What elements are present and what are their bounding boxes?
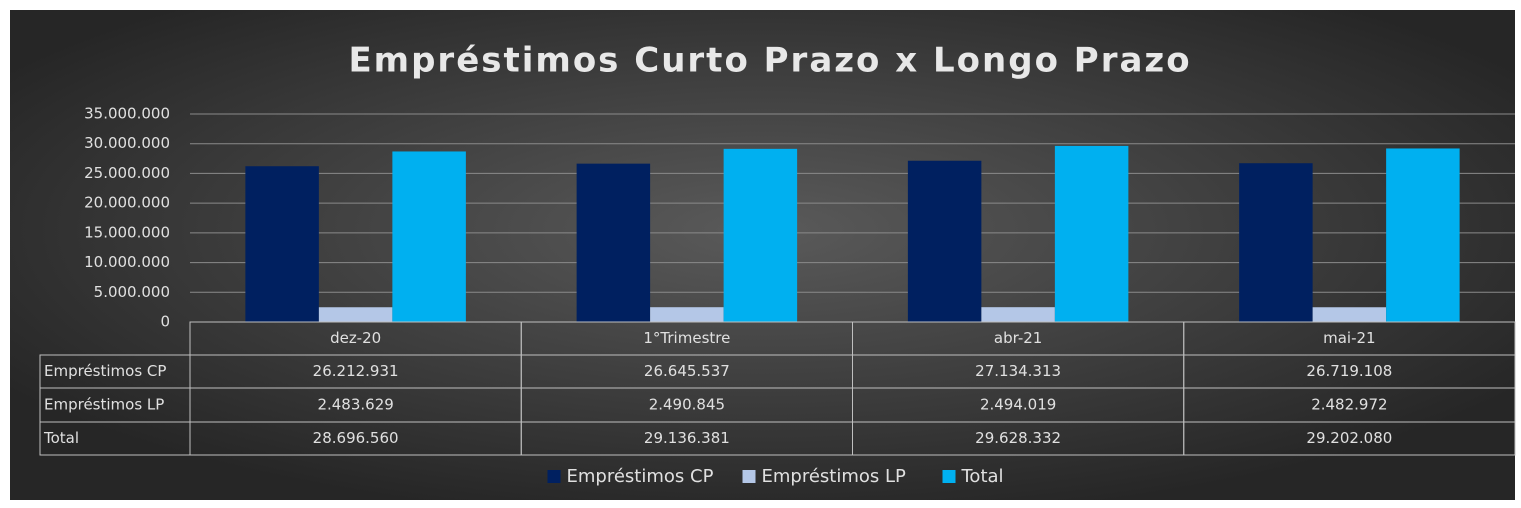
table-value: 26.212.931 [313, 362, 399, 380]
bar [1312, 307, 1387, 322]
bar [392, 151, 466, 322]
legend-swatch [942, 470, 956, 483]
legend-label: Total [961, 466, 1004, 487]
x-tick-label: abr-21 [994, 329, 1042, 347]
y-tick-label: 35.000.000 [84, 105, 170, 123]
table-value: 26.719.108 [1306, 362, 1392, 380]
table-value: 27.134.313 [975, 362, 1061, 380]
table-value: 29.628.332 [975, 429, 1061, 447]
legend-swatch [742, 470, 756, 483]
legend-swatch [547, 470, 561, 483]
table-value: 2.494.019 [980, 396, 1056, 414]
x-tick-label: mai-21 [1323, 329, 1375, 347]
bar [650, 307, 724, 322]
table-row [39, 421, 1516, 456]
y-tick-label: 0 [160, 313, 170, 331]
bar [576, 163, 651, 322]
table-row-label: Total [43, 429, 79, 447]
legend-label: Empréstimos CP [567, 466, 714, 487]
bar [318, 307, 393, 322]
table-value: 29.136.381 [644, 429, 730, 447]
bar [245, 166, 319, 322]
x-tick-label: dez-20 [330, 329, 381, 347]
table-value: 26.645.537 [644, 362, 730, 380]
table-value: 29.202.080 [1306, 429, 1392, 447]
table-value: 2.482.972 [1311, 396, 1387, 414]
legend-label: Empréstimos LP [762, 466, 907, 487]
y-tick-label: 25.000.000 [84, 164, 170, 182]
bar [981, 307, 1055, 322]
table-value: 2.483.629 [317, 396, 393, 414]
y-tick-label: 15.000.000 [84, 223, 170, 241]
table-value: 28.696.560 [313, 429, 399, 447]
y-tick-label: 5.000.000 [94, 283, 170, 301]
y-tick-label: 20.000.000 [84, 194, 170, 212]
chart-title: Empréstimos Curto Prazo x Longo Prazo [348, 41, 1191, 81]
table-row-label: Empréstimos LP [44, 396, 164, 414]
y-tick-label: 30.000.000 [84, 134, 170, 152]
table-value: 2.490.845 [649, 396, 725, 414]
bar [723, 148, 798, 322]
bar [907, 160, 982, 322]
bar [1239, 163, 1313, 322]
bar [1386, 148, 1460, 322]
bar [1054, 145, 1129, 322]
x-tick-label: 1°Trimestre [643, 329, 730, 347]
table-row-label: Empréstimos CP [44, 362, 166, 380]
y-tick-label: 10.000.000 [84, 253, 170, 271]
